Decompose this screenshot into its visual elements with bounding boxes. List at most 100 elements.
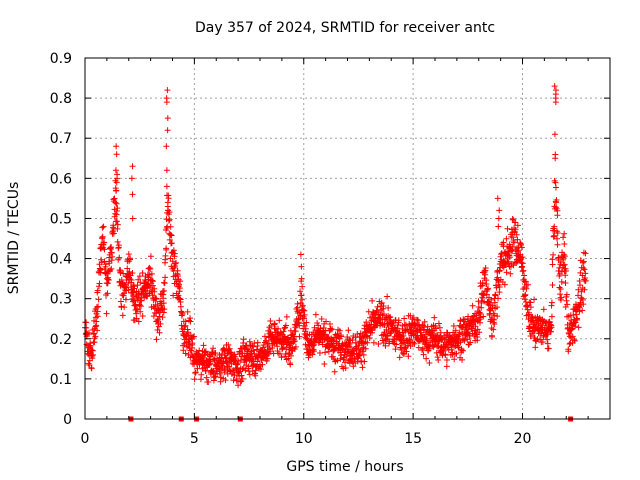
data-point xyxy=(129,289,136,296)
data-point xyxy=(299,296,306,303)
data-point xyxy=(362,345,369,352)
data-point xyxy=(226,345,233,352)
data-point xyxy=(577,282,584,289)
data-point xyxy=(563,291,570,298)
data-point xyxy=(554,235,561,242)
data-point xyxy=(522,278,529,285)
data-point xyxy=(125,251,132,258)
data-point xyxy=(522,291,529,298)
data-point xyxy=(435,320,442,327)
data-point xyxy=(149,292,156,299)
data-point xyxy=(137,279,144,286)
data-point xyxy=(115,242,122,249)
data-point xyxy=(549,282,556,288)
data-point xyxy=(359,364,366,371)
data-point xyxy=(172,263,179,270)
data-point xyxy=(465,313,472,320)
data-point xyxy=(153,295,160,302)
data-point xyxy=(107,267,114,274)
data-point xyxy=(380,302,387,309)
data-point xyxy=(519,268,526,275)
data-point xyxy=(437,329,444,336)
data-point xyxy=(382,336,389,343)
data-point xyxy=(506,254,513,261)
data-point xyxy=(491,299,498,306)
data-point xyxy=(494,195,501,202)
data-point xyxy=(378,332,385,339)
data-point xyxy=(553,199,560,206)
data-point xyxy=(374,303,381,310)
data-point xyxy=(509,243,516,250)
data-point xyxy=(361,358,368,365)
data-point xyxy=(299,283,306,290)
data-point xyxy=(415,344,422,351)
data-point xyxy=(480,292,487,299)
data-point xyxy=(160,279,167,286)
data-point xyxy=(147,253,154,260)
data-point xyxy=(129,191,136,198)
data-point xyxy=(471,318,478,325)
data-point xyxy=(112,199,119,206)
data-point xyxy=(456,329,463,336)
data-point xyxy=(576,302,583,309)
data-point xyxy=(548,324,555,331)
data-point xyxy=(539,339,546,346)
data-point xyxy=(350,363,357,370)
data-point xyxy=(311,348,318,355)
data-point xyxy=(303,319,310,326)
data-point xyxy=(189,340,196,347)
data-point xyxy=(578,295,585,302)
data-point xyxy=(285,355,292,362)
data-point xyxy=(233,376,240,383)
data-point xyxy=(385,304,392,311)
data-point xyxy=(138,297,145,304)
data-point xyxy=(581,286,588,293)
data-point xyxy=(515,247,522,254)
data-point xyxy=(557,286,564,292)
data-point xyxy=(474,337,481,344)
data-point xyxy=(476,319,483,326)
data-point xyxy=(548,299,555,306)
data-point xyxy=(133,315,140,322)
data-point xyxy=(415,317,422,324)
data-point xyxy=(89,352,96,359)
data-point xyxy=(325,348,332,355)
data-point xyxy=(98,256,105,263)
data-point xyxy=(121,304,128,311)
data-point xyxy=(93,322,100,329)
data-point xyxy=(578,288,585,295)
data-point xyxy=(196,347,203,354)
data-point xyxy=(99,234,106,241)
data-point xyxy=(544,340,551,347)
data-point xyxy=(83,324,90,331)
data-point xyxy=(264,355,271,362)
data-point xyxy=(476,329,483,336)
data-point xyxy=(552,179,559,186)
data-point xyxy=(176,295,183,302)
data-point xyxy=(379,305,386,312)
data-point xyxy=(279,345,286,352)
data-point xyxy=(110,222,117,229)
y-tick-label: 0.8 xyxy=(50,91,72,107)
data-point xyxy=(405,353,412,360)
data-point xyxy=(443,363,450,370)
data-point xyxy=(285,334,292,341)
data-point xyxy=(163,183,170,190)
data-point xyxy=(113,207,120,214)
data-point xyxy=(323,318,330,325)
data-point xyxy=(511,239,518,246)
data-point xyxy=(87,343,94,350)
data-point xyxy=(498,251,505,258)
data-point xyxy=(356,352,363,359)
data-point xyxy=(504,225,511,232)
data-point xyxy=(274,325,281,332)
data-point xyxy=(397,336,404,343)
data-point xyxy=(192,369,199,376)
data-point xyxy=(544,336,551,343)
data-point xyxy=(561,241,568,248)
data-point xyxy=(482,265,489,272)
data-point xyxy=(130,289,137,296)
data-point xyxy=(110,230,117,237)
data-point xyxy=(129,215,136,222)
data-point xyxy=(582,250,589,257)
